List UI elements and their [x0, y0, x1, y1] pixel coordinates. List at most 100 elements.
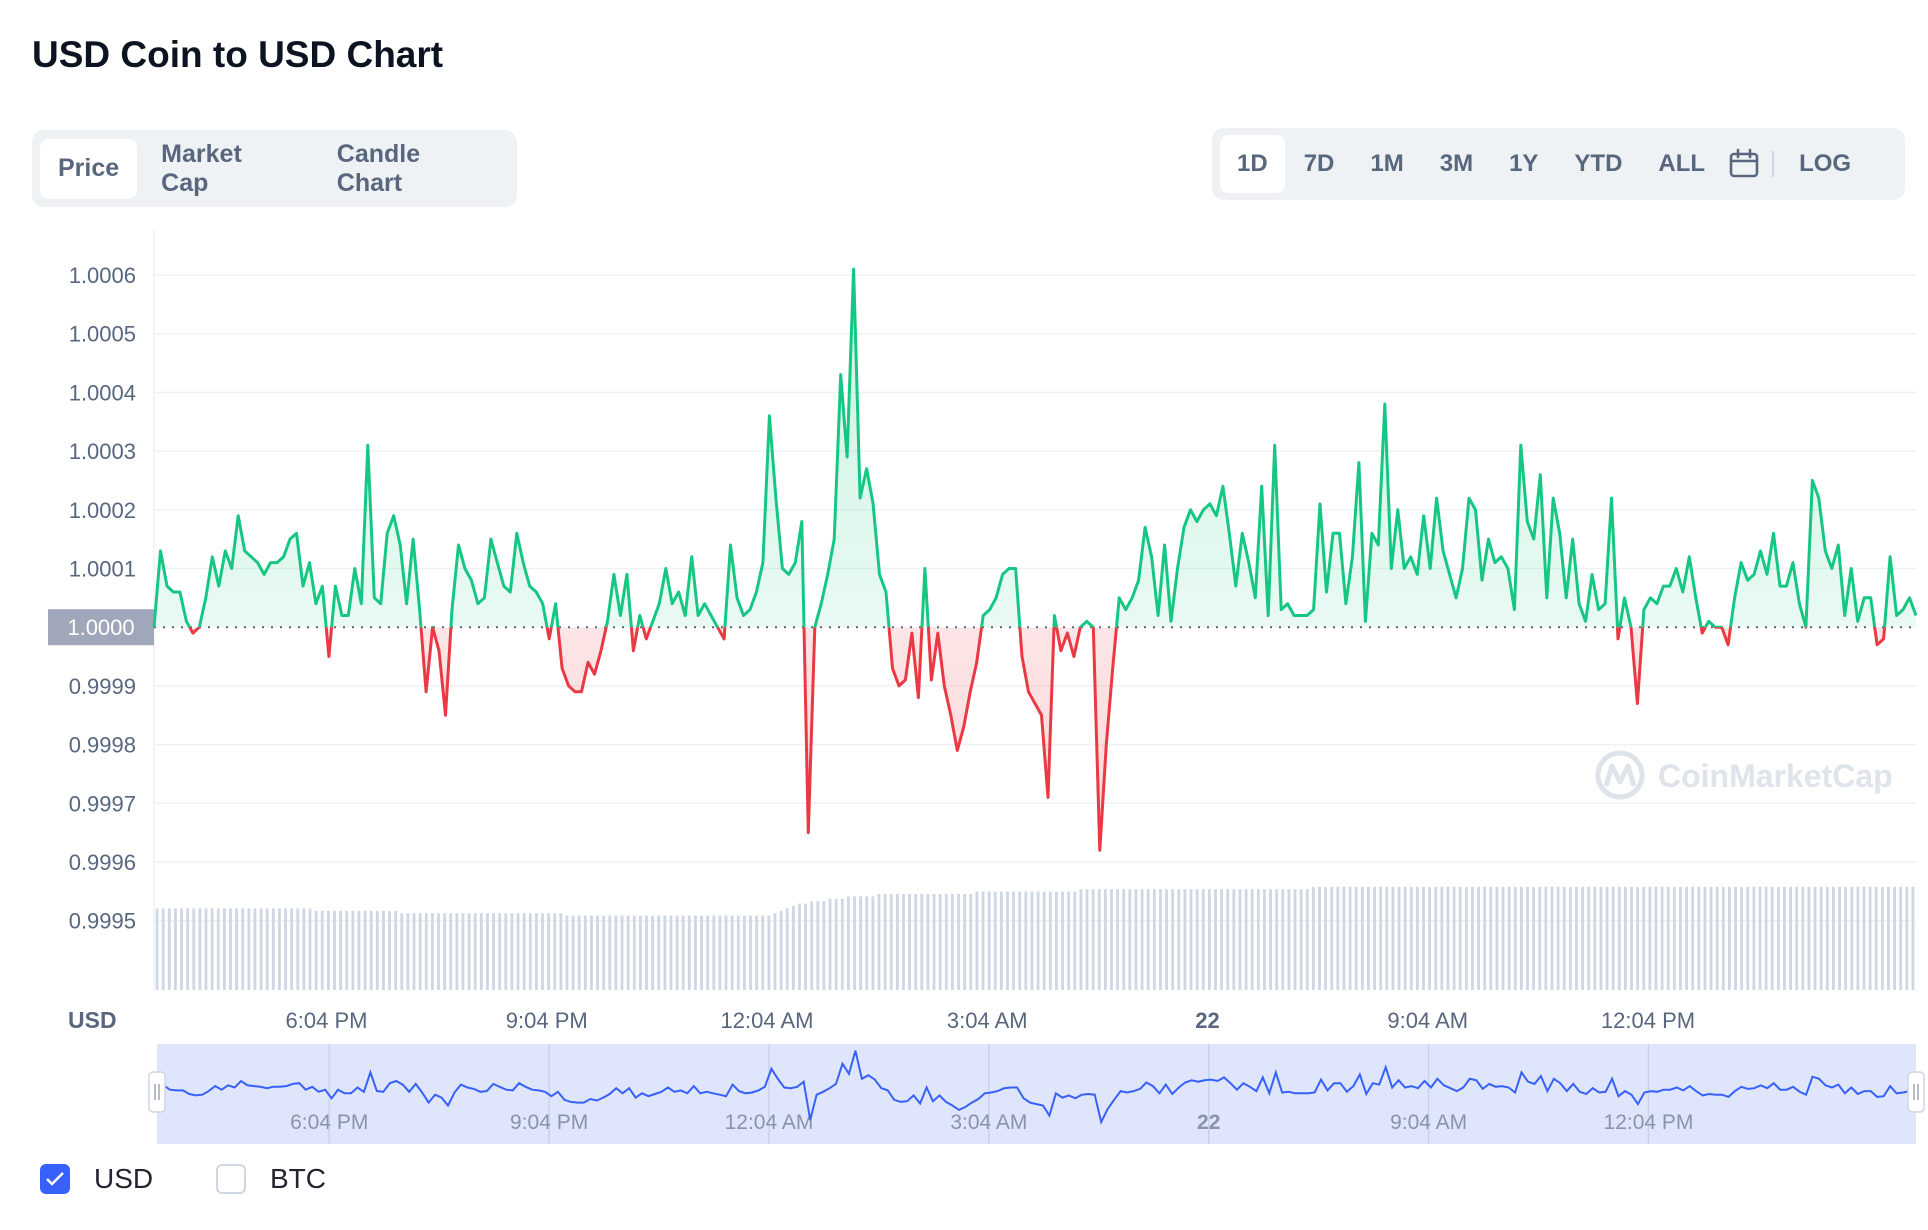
volume-bar — [1648, 886, 1652, 990]
volume-bar — [1232, 889, 1236, 990]
tab-price[interactable]: Price — [40, 138, 138, 199]
range-1d-button[interactable]: 1D — [1220, 135, 1285, 193]
volume-bar — [718, 915, 722, 990]
volume-bar — [1764, 886, 1768, 990]
volume-bar — [1562, 886, 1566, 990]
volume-bar — [473, 913, 477, 990]
volume-bar — [1501, 886, 1505, 990]
volume-bar — [932, 894, 936, 990]
volume-bar — [1685, 886, 1688, 990]
calendar-icon[interactable] — [1724, 135, 1764, 193]
volume-bar — [1422, 886, 1425, 990]
volume-bar — [1587, 886, 1591, 990]
navigator-handle-right[interactable] — [1907, 1071, 1925, 1113]
range-1m-button[interactable]: 1M — [1370, 150, 1404, 177]
volume-bar — [1238, 889, 1242, 990]
volume-bar — [1727, 886, 1731, 990]
log-scale-button[interactable]: LOG — [1799, 150, 1852, 177]
volume-bar — [161, 908, 165, 990]
tab-market-cap[interactable]: Market Cap — [161, 139, 242, 197]
volume-bar — [1299, 889, 1303, 990]
page-title: USD Coin to USD Chart — [32, 34, 444, 75]
volume-bar — [534, 913, 538, 990]
usd-checkbox[interactable] — [40, 1164, 70, 1194]
chart-type-tabs: Price Market Cap Candle Chart — [32, 130, 517, 207]
price-line-up — [152, 267, 1918, 628]
x-tick-label: 6:04 PM — [286, 1008, 368, 1033]
volume-bar — [1311, 886, 1315, 990]
volume-bar — [565, 915, 569, 990]
volume-bar — [498, 913, 502, 990]
volume-bar — [1605, 886, 1609, 990]
volume-bar — [675, 915, 679, 990]
volume-bar — [1409, 886, 1413, 990]
navigator-handle-left[interactable] — [148, 1071, 166, 1113]
range-divider — [1772, 151, 1775, 177]
baseline-badge — [48, 609, 154, 646]
volume-bar — [320, 910, 324, 990]
y-tick-label: 0.9998 — [69, 733, 136, 758]
baseline-label: 1.0000 — [67, 615, 134, 640]
volume-bar — [1061, 891, 1064, 990]
volume-bar — [1844, 886, 1848, 990]
volume-bar — [602, 915, 606, 990]
x-tick-label: 9:04 PM — [506, 1008, 588, 1033]
volume-bar — [1189, 889, 1193, 990]
volume-bar — [810, 901, 814, 990]
volume-bar — [167, 908, 171, 990]
check-icon — [46, 1172, 64, 1186]
volume-bar — [259, 908, 263, 990]
volume-bar — [1813, 886, 1817, 990]
volume-bar — [889, 894, 893, 990]
volume-bar — [1287, 889, 1291, 990]
volume-bar — [192, 908, 196, 990]
volume-bar — [1159, 889, 1162, 990]
volume-bar — [333, 910, 336, 990]
range-1y-button[interactable]: 1Y — [1509, 150, 1539, 177]
volume-bar — [412, 913, 416, 990]
volume-bar — [657, 915, 661, 990]
range-3m-button[interactable]: 3M — [1439, 150, 1474, 177]
volume-bar — [1281, 889, 1285, 990]
volume-bar — [583, 915, 587, 990]
volume-bar — [1593, 886, 1597, 990]
range-7d-button[interactable]: 7D — [1303, 150, 1335, 177]
volume-bar — [1868, 886, 1872, 990]
volume-bar — [859, 896, 863, 990]
tab-candle-chart[interactable]: Candle Chart — [336, 139, 421, 197]
volume-bar — [993, 891, 997, 990]
volume-bar — [645, 915, 648, 990]
volume-bar — [1067, 891, 1071, 990]
btc-checkbox[interactable] — [216, 1164, 246, 1194]
volume-bar — [1471, 886, 1474, 990]
legend-btc[interactable]: BTC — [216, 1163, 326, 1195]
volume-bar — [798, 903, 801, 990]
volume-bar — [382, 910, 385, 990]
range-all-button[interactable]: ALL — [1658, 150, 1706, 177]
volume-bar — [1122, 889, 1126, 990]
volume-bar — [1825, 886, 1829, 990]
volume-bar — [1660, 886, 1664, 990]
volume-bar — [651, 915, 655, 990]
currency-label: USD — [68, 1007, 117, 1033]
volume-bar — [253, 908, 257, 990]
volume-bar — [1807, 886, 1811, 990]
volume-bar — [1477, 886, 1480, 990]
price-chart[interactable]: 1.0006 1.0005 1.0004 1.0003 1.0002 1.0001 0.99… — [0, 220, 1928, 1160]
volume-bar — [467, 913, 471, 990]
volume-bar — [761, 915, 765, 990]
y-tick-label: 1.0005 — [69, 322, 136, 347]
range-ytd-button[interactable]: YTD — [1574, 150, 1623, 177]
volume-bar — [1507, 886, 1511, 990]
volume-bar — [351, 910, 355, 990]
volume-bar — [1630, 886, 1633, 990]
volume-bar — [895, 894, 899, 990]
volume-bar — [1654, 886, 1658, 990]
volume-bar — [1899, 886, 1903, 990]
x-tick-label: 12:04 AM — [721, 1008, 814, 1033]
volume-bar — [492, 913, 495, 990]
y-tick-label: 0.9997 — [69, 791, 136, 816]
volume-bar — [1776, 886, 1780, 990]
volume-bar — [1819, 886, 1823, 990]
legend-usd[interactable]: USD — [40, 1163, 153, 1195]
